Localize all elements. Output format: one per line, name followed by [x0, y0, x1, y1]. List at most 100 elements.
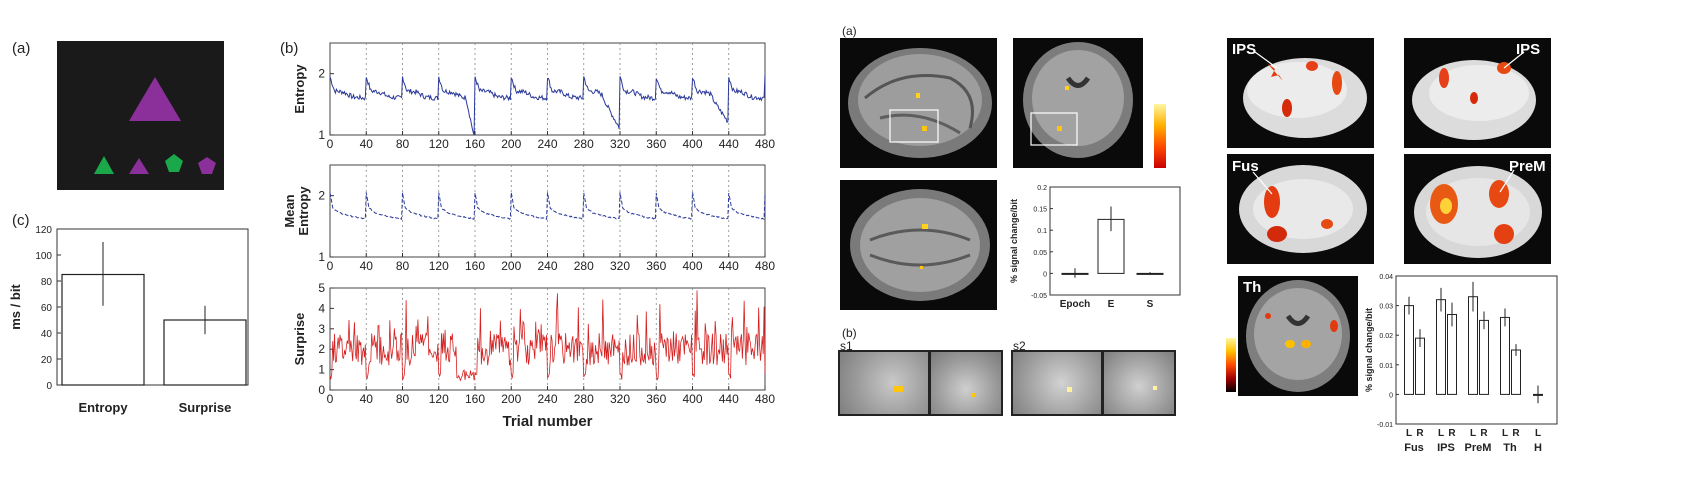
fus-label: Fus	[1232, 158, 1259, 175]
lr-label: L	[1535, 428, 1541, 439]
inset-s1-view-1	[838, 350, 930, 416]
panel-c-label: (c)	[12, 212, 30, 229]
right-panel-a-label: (a)	[842, 24, 857, 38]
category-label: S	[1147, 299, 1154, 310]
sagittal-brain-slice	[840, 38, 997, 168]
right-panel-b-label: (b)	[842, 326, 857, 340]
bar	[1404, 305, 1414, 395]
y-tick-label: 4	[318, 301, 325, 315]
mean-entropy-line	[329, 192, 766, 221]
panel-a-label: (a)	[12, 40, 31, 57]
x-tick-label: 80	[396, 392, 410, 406]
category-label: Surprise	[179, 400, 232, 415]
x-tick-label: 120	[429, 259, 449, 273]
x-tick-label: 400	[682, 392, 702, 406]
x-tick-label: 160	[465, 259, 485, 273]
y-axis-label: Entropy	[292, 64, 307, 114]
y-tick-label: 120	[35, 225, 52, 236]
x-tick-label: 360	[646, 392, 666, 406]
lr-label: R	[1480, 428, 1488, 439]
activation-spot	[894, 386, 903, 392]
x-tick-label: 240	[537, 137, 557, 151]
lr-label: R	[1416, 428, 1424, 439]
y-tick-label: 0.2	[1037, 185, 1047, 192]
y-axis-label: Surprise	[292, 313, 307, 366]
bar	[1479, 319, 1489, 395]
inset-s2-view-2	[1102, 350, 1176, 416]
y-axis-label: Entropy	[296, 186, 311, 236]
y-tick-label: 1	[318, 250, 325, 264]
y-axis-label: % signal change/bit	[1009, 199, 1019, 283]
brain-surface-dorsal: PreM	[1404, 154, 1551, 264]
region-label: PreM	[1465, 442, 1492, 454]
lr-label: L	[1502, 428, 1508, 439]
x-tick-label: 480	[755, 137, 775, 151]
y-tick-label: -0.05	[1031, 293, 1047, 300]
inset-s1-view-2	[929, 350, 1003, 416]
plot-frame	[1049, 186, 1181, 296]
color-scale-bar	[1154, 104, 1166, 168]
stimulus-display	[57, 41, 224, 190]
x-tick-label: 120	[429, 137, 449, 151]
y-tick-label: 0.04	[1379, 274, 1393, 281]
y-tick-label: 60	[41, 303, 53, 314]
x-tick-label: 200	[501, 392, 521, 406]
th-label: Th	[1243, 279, 1262, 296]
purple-pentagon-shape	[198, 157, 216, 174]
y-tick-label: 0	[1043, 271, 1047, 278]
x-tick-label: 440	[719, 137, 739, 151]
x-tick-label: 280	[574, 259, 594, 273]
surprise-line	[329, 290, 766, 382]
x-tick-label: 320	[610, 259, 630, 273]
region-label: H	[1534, 442, 1542, 454]
brain-surface-left-lateral: IPS	[1227, 38, 1374, 148]
inset-s2-view-1	[1011, 350, 1103, 416]
region-label: IPS	[1437, 442, 1455, 454]
x-tick-label: 240	[537, 259, 557, 273]
x-tick-label: 80	[396, 137, 410, 151]
x-tick-label: 0	[327, 259, 334, 273]
y-tick-label: 0	[46, 381, 52, 392]
bar	[1436, 299, 1446, 395]
y-tick-label: 0.02	[1379, 333, 1393, 340]
x-tick-label: 0	[327, 137, 334, 151]
y-tick-label: 0	[318, 383, 325, 397]
x-tick-label: 40	[360, 392, 374, 406]
lr-label: L	[1406, 428, 1412, 439]
x-tick-label: 320	[610, 392, 630, 406]
color-scale-bar	[1226, 338, 1236, 392]
entropy-surprise-time-series: 120 40 80 120 160 200 240 280 320 360 400 440 480Ent…	[282, 42, 775, 430]
region-label: Th	[1503, 442, 1517, 454]
inset-s1-label: s1	[840, 339, 853, 353]
small-green-triangle-shape	[94, 156, 114, 174]
y-tick-label: 80	[41, 277, 53, 288]
x-tick-label: 160	[465, 392, 485, 406]
y-tick-label: 2	[318, 189, 325, 203]
x-tick-label: 440	[719, 392, 739, 406]
bar	[1500, 316, 1510, 395]
lr-label: L	[1438, 428, 1444, 439]
lr-label: L	[1470, 428, 1476, 439]
y-tick-label: 1	[318, 128, 325, 142]
y-tick-label: 5	[318, 281, 325, 295]
large-triangle-shape	[129, 77, 181, 121]
y-tick-label: 3	[318, 322, 325, 336]
y-tick-label: -0.01	[1377, 422, 1393, 429]
activation-spot	[1067, 387, 1072, 392]
x-tick-label: 280	[574, 137, 594, 151]
x-tick-label: 80	[396, 259, 410, 273]
brain-surface-right-lateral: IPS	[1404, 38, 1551, 148]
prem-label: PreM	[1509, 158, 1546, 175]
region-label: Fus	[1404, 442, 1424, 454]
y-axis-label: ms / bit	[8, 284, 23, 330]
y-tick-label: 0.1	[1037, 228, 1047, 235]
y-tick-label: 40	[41, 329, 53, 340]
small-purple-triangle-shape	[129, 158, 149, 174]
category-label: Entropy	[78, 400, 128, 415]
ips-right-label: IPS	[1516, 41, 1541, 58]
y-tick-label: 0	[1389, 392, 1393, 399]
y-tick-label: 20	[41, 355, 53, 366]
x-tick-label: 320	[610, 137, 630, 151]
x-tick-label: 160	[465, 137, 485, 151]
activation-spot	[971, 393, 975, 397]
